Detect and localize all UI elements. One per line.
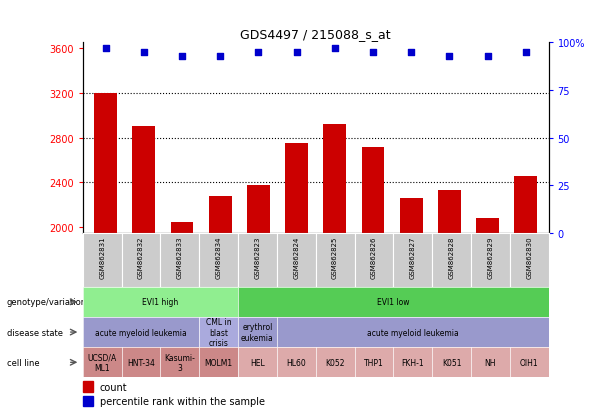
Text: HNT-34: HNT-34 xyxy=(127,358,155,367)
Text: count: count xyxy=(100,382,128,392)
Text: UCSD/A
ML1: UCSD/A ML1 xyxy=(88,353,117,372)
Text: cell line: cell line xyxy=(7,358,39,367)
Text: THP1: THP1 xyxy=(364,358,384,367)
Text: GSM862825: GSM862825 xyxy=(332,236,338,278)
Text: erythrol
eukemia: erythrol eukemia xyxy=(241,323,274,342)
Bar xyxy=(438,191,461,413)
Text: GSM862826: GSM862826 xyxy=(371,236,377,278)
Bar xyxy=(285,144,308,413)
Point xyxy=(444,53,454,60)
Bar xyxy=(247,185,270,413)
Text: GSM862830: GSM862830 xyxy=(526,236,532,278)
Bar xyxy=(476,219,499,413)
Point xyxy=(101,46,110,52)
Text: GSM862828: GSM862828 xyxy=(449,236,455,278)
Point xyxy=(215,53,225,60)
Bar xyxy=(362,147,384,413)
Text: OIH1: OIH1 xyxy=(520,358,539,367)
Text: K052: K052 xyxy=(326,358,345,367)
Text: GSM862833: GSM862833 xyxy=(177,236,183,278)
Text: percentile rank within the sample: percentile rank within the sample xyxy=(100,396,265,406)
Text: EVI1 low: EVI1 low xyxy=(377,298,409,306)
Bar xyxy=(83,382,93,392)
Text: GSM862827: GSM862827 xyxy=(409,236,416,278)
Text: NH: NH xyxy=(485,358,496,367)
Bar xyxy=(170,222,194,413)
Point xyxy=(177,53,187,60)
Text: Kasumi-
3: Kasumi- 3 xyxy=(164,353,196,372)
Bar xyxy=(94,94,117,413)
Bar xyxy=(400,199,422,413)
Point xyxy=(139,50,149,56)
Bar xyxy=(514,176,537,413)
Text: genotype/variation: genotype/variation xyxy=(7,298,87,306)
Point xyxy=(368,50,378,56)
Bar xyxy=(209,197,232,413)
Text: GSM862831: GSM862831 xyxy=(99,236,105,278)
Text: HL60: HL60 xyxy=(286,358,306,367)
Text: MOLM1: MOLM1 xyxy=(205,358,233,367)
Point xyxy=(292,50,302,56)
Text: GSM862823: GSM862823 xyxy=(254,236,261,278)
Point xyxy=(482,53,492,60)
Text: acute myeloid leukemia: acute myeloid leukemia xyxy=(95,328,187,337)
Bar xyxy=(323,125,346,413)
Text: GSM862829: GSM862829 xyxy=(487,236,493,278)
Text: EVI1 high: EVI1 high xyxy=(142,298,178,306)
Point xyxy=(521,50,531,56)
Text: GSM862834: GSM862834 xyxy=(216,236,222,278)
Text: K051: K051 xyxy=(442,358,462,367)
Text: acute myeloid leukemia: acute myeloid leukemia xyxy=(367,328,459,337)
Bar xyxy=(132,127,155,413)
Text: CML in
blast
crisis: CML in blast crisis xyxy=(206,318,232,347)
Title: GDS4497 / 215088_s_at: GDS4497 / 215088_s_at xyxy=(240,28,391,41)
Point xyxy=(330,46,340,52)
Text: FKH-1: FKH-1 xyxy=(402,358,424,367)
Text: HEL: HEL xyxy=(250,358,265,367)
Text: disease state: disease state xyxy=(7,328,63,337)
Text: GSM862824: GSM862824 xyxy=(293,236,299,278)
Bar xyxy=(83,396,93,406)
Point xyxy=(254,50,264,56)
Text: GSM862832: GSM862832 xyxy=(138,236,144,278)
Point xyxy=(406,50,416,56)
